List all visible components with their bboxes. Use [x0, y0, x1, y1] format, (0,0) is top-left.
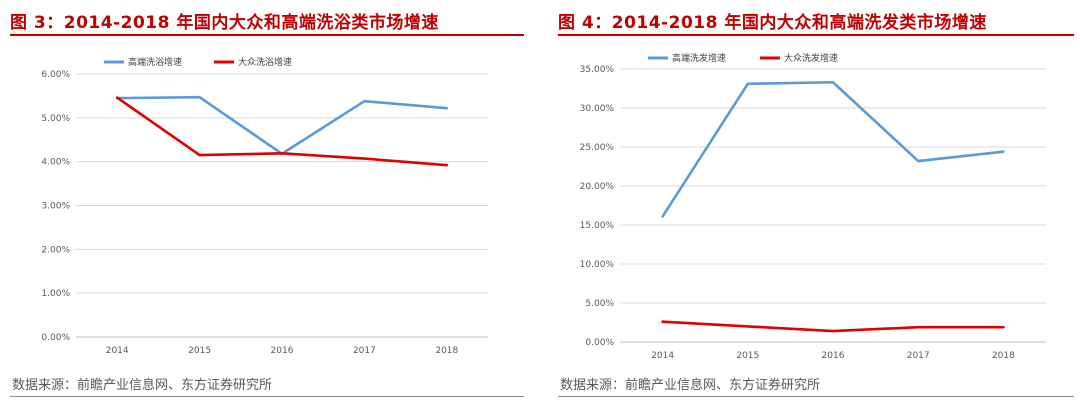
legend-label: 大众洗浴增速 — [238, 56, 292, 68]
x-tick-label: 2015 — [188, 346, 211, 356]
line-chart-bathing: 0.00% 1.00% 2.00% 3.00% 4.00% 5.00% 6.00% 2014 2… — [41, 56, 488, 356]
chart-title: 图 4：2014-2018 年国内大众和高端洗发类市场增速 — [558, 13, 987, 33]
y-tick-label: 3.00% — [41, 202, 70, 212]
chart-panel-right: 图 4：2014-2018 年国内大众和高端洗发类市场增速 0.00% 5.00%… — [548, 0, 1080, 407]
y-tick-label: 5.00% — [585, 299, 614, 309]
source-note: 数据来源：前瞻产业信息网、东方证券研究所 — [560, 378, 821, 393]
series-line-2 — [115, 96, 449, 167]
y-tick-label: 15.00% — [580, 221, 615, 231]
line-chart-haircare: 0.00% 5.00% 10.00% 15.00% 20.00% 25.00% 30.00%… — [580, 52, 1046, 361]
y-tick-label: 1.00% — [41, 289, 70, 299]
x-tick-label: 2018 — [435, 346, 458, 356]
y-tick-label: 35.00% — [580, 65, 615, 75]
y-tick-label: 6.00% — [41, 70, 70, 80]
source-note: 数据来源：前瞻产业信息网、东方证券研究所 — [12, 378, 273, 393]
chart-panel-left: 图 3：2014-2018 年国内大众和高端洗浴类市场增速 0.00% 1.00%… — [0, 0, 530, 407]
chart-title: 图 3：2014-2018 年国内大众和高端洗浴类市场增速 — [10, 13, 439, 33]
y-tick-label: 0.00% — [585, 338, 614, 348]
series-line-2 — [661, 320, 1005, 333]
legend-label: 高端洗浴增速 — [128, 56, 182, 68]
y-tick-label: 25.00% — [580, 143, 615, 153]
legend-label: 大众洗发增速 — [784, 52, 838, 64]
y-tick-label: 0.00% — [41, 333, 70, 343]
series-line-1 — [115, 95, 449, 156]
x-tick-label: 2016 — [822, 351, 845, 361]
y-tick-label: 10.00% — [580, 260, 615, 270]
series-line-1 — [661, 80, 1005, 218]
y-tick-label: 5.00% — [41, 114, 70, 124]
x-tick-label: 2015 — [736, 351, 759, 361]
bottom-divider — [558, 396, 1074, 397]
x-tick-label: 2014 — [651, 351, 674, 361]
x-tick-label: 2014 — [106, 346, 129, 356]
chart-title-bar: 图 3：2014-2018 年国内大众和高端洗浴类市场增速 — [10, 6, 524, 36]
y-tick-label: 4.00% — [41, 158, 70, 168]
x-tick-label: 2018 — [992, 351, 1015, 361]
x-tick-label: 2016 — [271, 346, 294, 356]
y-tick-label: 20.00% — [580, 182, 615, 192]
y-tick-label: 2.00% — [41, 245, 70, 255]
y-tick-label: 30.00% — [580, 104, 615, 114]
x-tick-label: 2017 — [907, 351, 930, 361]
legend-label: 高端洗发增速 — [672, 52, 726, 64]
x-tick-label: 2017 — [353, 346, 376, 356]
bottom-divider — [10, 396, 524, 397]
chart-title-bar: 图 4：2014-2018 年国内大众和高端洗发类市场增速 — [558, 6, 1074, 36]
